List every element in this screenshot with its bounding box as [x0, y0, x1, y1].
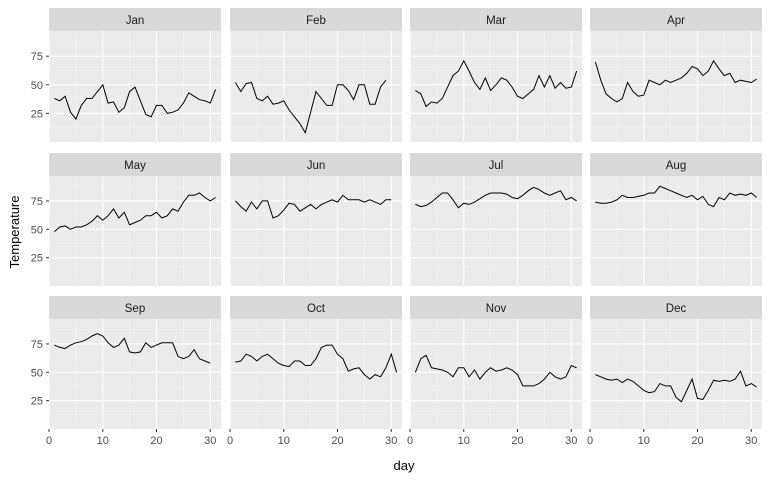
panel-dec: Dec — [589, 296, 762, 429]
panel-background-jun — [230, 176, 402, 286]
panel-nov: Nov — [409, 296, 582, 429]
strip-sep — [49, 296, 221, 319]
x-tick-label: 30 — [385, 435, 397, 447]
panel-background-may — [49, 176, 221, 286]
panel-mar: Mar — [409, 8, 582, 142]
strip-label-apr: Apr — [667, 15, 685, 27]
panel-background-mar — [410, 31, 582, 142]
axes-layer: 25 50 75 25 50 75 25 50 75 0 10 20 30 0 10 20 30 0 10 20 30 0… — [31, 51, 758, 447]
x-tick-label: 20 — [150, 435, 162, 447]
panel-background-apr — [590, 31, 762, 142]
strip-jul — [410, 153, 582, 176]
series-line-oct — [235, 344, 398, 380]
x-tick-label: 30 — [204, 435, 216, 447]
panel-jun: Jun — [229, 153, 402, 286]
strip-jan — [49, 8, 221, 31]
strip-feb — [230, 8, 402, 31]
x-tick-label: 10 — [638, 435, 650, 447]
x-tick-label: 20 — [331, 435, 343, 447]
series-line-jun — [235, 194, 392, 219]
y-tick-label: 50 — [31, 224, 43, 236]
panel-background-nov — [410, 319, 582, 429]
panel-background-feb — [230, 31, 402, 142]
x-tick-label: 0 — [227, 435, 233, 447]
panel-background-jul — [410, 176, 582, 286]
panel-jul: Jul — [409, 153, 582, 286]
x-tick-label: 0 — [587, 435, 593, 447]
panel-apr: Apr — [589, 8, 762, 142]
x-tick-label: 0 — [407, 435, 413, 447]
panel-sep: Sep — [48, 296, 221, 429]
y-tick-label: 75 — [31, 339, 43, 351]
strip-label-nov: Nov — [486, 303, 507, 315]
panel-background-sep — [49, 319, 221, 429]
strip-aug — [590, 153, 762, 176]
x-tick-label: 10 — [278, 435, 290, 447]
y-tick-label: 25 — [31, 108, 43, 120]
series-line-mar — [415, 59, 578, 108]
panel-oct: Oct — [229, 296, 402, 429]
y-tick-label: 50 — [31, 80, 43, 92]
series-line-feb — [234, 79, 387, 135]
panel-jan: Jan — [48, 8, 221, 142]
panel-background-dec — [590, 319, 762, 429]
y-tick-label: 75 — [31, 196, 43, 208]
x-tick-label: 30 — [565, 435, 577, 447]
strip-label-jul: Jul — [489, 160, 504, 172]
strip-label-sep: Sep — [125, 303, 145, 315]
series-line-jul — [415, 186, 577, 209]
strip-label-feb: Feb — [306, 15, 326, 27]
x-tick-label: 20 — [511, 435, 523, 447]
series-line-dec — [595, 370, 757, 403]
x-tick-label: 30 — [745, 435, 757, 447]
strip-apr — [590, 8, 762, 31]
series-line-apr — [594, 59, 757, 103]
series-line-nov — [414, 354, 577, 387]
y-tick-label: 75 — [31, 51, 43, 63]
series-line-may — [54, 192, 216, 232]
y-axis-title: Temperature — [7, 196, 22, 269]
strip-oct — [230, 296, 402, 319]
strip-mar — [410, 8, 582, 31]
x-tick-label: 10 — [458, 435, 470, 447]
y-tick-label: 25 — [31, 396, 43, 408]
panel-aug: Aug — [589, 153, 762, 286]
x-tick-label: 20 — [691, 435, 703, 447]
strip-label-jan: Jan — [126, 15, 145, 27]
panels-layer: Jan Feb Mar Apr May Jun Jul Aug Sep Oct Nov Dec — [48, 8, 762, 429]
strip-label-jun: Jun — [307, 160, 326, 172]
strip-nov — [410, 296, 582, 319]
x-axis-title: day — [394, 458, 415, 473]
y-tick-label: 50 — [31, 367, 43, 379]
series-line-aug — [595, 185, 757, 208]
strip-label-dec: Dec — [666, 303, 687, 315]
x-tick-label: 0 — [46, 435, 52, 447]
y-tick-label: 25 — [31, 253, 43, 265]
strip-label-mar: Mar — [486, 15, 506, 27]
x-tick-label: 10 — [97, 435, 109, 447]
strip-label-oct: Oct — [307, 303, 326, 315]
strip-may — [49, 153, 221, 176]
strip-label-aug: Aug — [666, 160, 686, 172]
strip-jun — [230, 153, 402, 176]
panel-may: May — [48, 153, 221, 286]
strip-dec — [590, 296, 762, 319]
series-line-sep — [54, 333, 211, 364]
panel-feb: Feb — [229, 8, 402, 142]
series-line-jan — [54, 83, 217, 121]
strip-label-may: May — [124, 160, 146, 172]
panel-background-oct — [230, 319, 402, 429]
